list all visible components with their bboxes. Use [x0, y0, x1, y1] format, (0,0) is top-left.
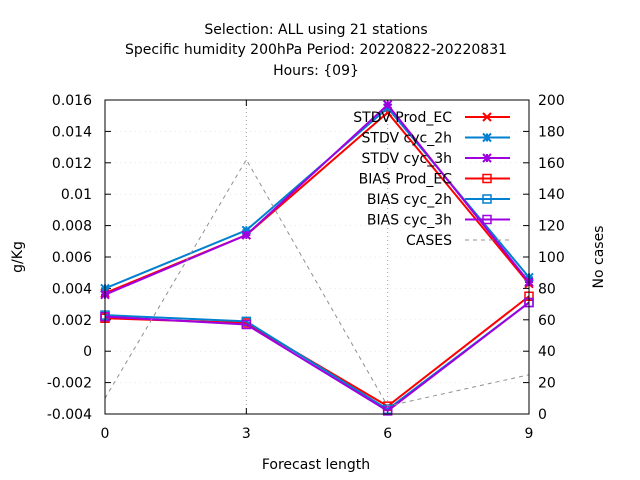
y-tick-label: 0.008	[52, 219, 92, 235]
chart-title-line-3: Hours: {09}	[273, 63, 359, 79]
y-tick-label: 0.016	[52, 93, 92, 109]
series-point	[241, 230, 252, 240]
series-point	[241, 319, 252, 330]
y2-tick-label: 140	[538, 187, 565, 203]
legend-marker	[482, 132, 492, 143]
series-line	[104, 301, 530, 413]
y-tick-label: -0.002	[47, 376, 92, 392]
y-tick-label: 0.002	[52, 313, 92, 329]
y2-tick-label: 180	[538, 124, 565, 140]
y2-tick-label: 120	[538, 219, 565, 235]
legend-marker	[482, 194, 492, 204]
y2-tick-label: 0	[538, 407, 547, 423]
y-tick-label: 0.01	[61, 187, 92, 203]
legend-label: BIAS cyc_2h	[367, 192, 452, 208]
series-5	[100, 297, 534, 416]
series-point	[382, 406, 393, 416]
x-axis-label: Forecast length	[262, 457, 370, 473]
legend-label: STDV cyc_2h	[362, 131, 452, 147]
x-tick-label: 6	[383, 426, 392, 442]
y2-axis-ticks: 0 20 40 60 80 100 120 140 160 180 200	[523, 93, 565, 423]
series-line	[104, 103, 530, 296]
y-axis-ticks: -0.004 -0.002 0 0.002 0.004 0.006 0.008 0.01 0.0…	[47, 93, 111, 423]
series-line	[104, 301, 530, 411]
legend-label: BIAS cyc_3h	[367, 213, 452, 229]
y2-tick-label: 100	[538, 250, 565, 266]
legend-marker	[482, 153, 492, 163]
y-tick-label: 0.012	[52, 156, 92, 172]
y2-tick-label: 40	[538, 344, 556, 360]
series-line	[104, 158, 530, 407]
x-tick-label: 3	[242, 426, 251, 442]
legend-label: CASES	[406, 233, 452, 249]
legend-marker	[482, 214, 492, 225]
series-point	[241, 225, 252, 236]
y2-tick-label: 20	[538, 376, 556, 392]
legend-marker	[482, 173, 492, 184]
y-axis-label: g/Kg	[10, 241, 26, 273]
legend: STDV Prod_EC STDV cyc_2h STDV cyc_3h BIAS P…	[353, 110, 510, 249]
series-layer	[100, 100, 534, 416]
plot-frame	[104, 99, 530, 415]
legend-marker	[482, 112, 492, 122]
chart-title-line-2: Specific humidity 200hPa Period: 2022082…	[125, 42, 507, 58]
legend-label: STDV Prod_EC	[353, 110, 452, 126]
chart-title-line-1: Selection: ALL using 21 stations	[204, 22, 427, 38]
y2-axis-label: No cases	[591, 226, 607, 289]
y-tick-label: -0.004	[47, 407, 92, 423]
x-tick-label: 0	[101, 426, 110, 442]
series-6	[104, 158, 530, 407]
x-axis-ticks: 0 3 6 9	[101, 100, 534, 442]
y-tick-label: 0.006	[52, 250, 92, 266]
legend-label: BIAS Prod_EC	[359, 172, 453, 188]
y-tick-label: 0	[83, 344, 92, 360]
y2-tick-label: 160	[538, 156, 565, 172]
legend-label: STDV cyc_3h	[362, 151, 452, 167]
y2-tick-label: 60	[538, 313, 556, 329]
y-tick-label: 0.014	[52, 124, 92, 140]
y2-tick-label: 80	[538, 281, 556, 297]
x-tick-label: 9	[525, 426, 534, 442]
y2-tick-label: 200	[538, 93, 565, 109]
series-4	[100, 297, 534, 415]
y-tick-label: 0.004	[52, 281, 92, 297]
series-point	[382, 100, 393, 110]
